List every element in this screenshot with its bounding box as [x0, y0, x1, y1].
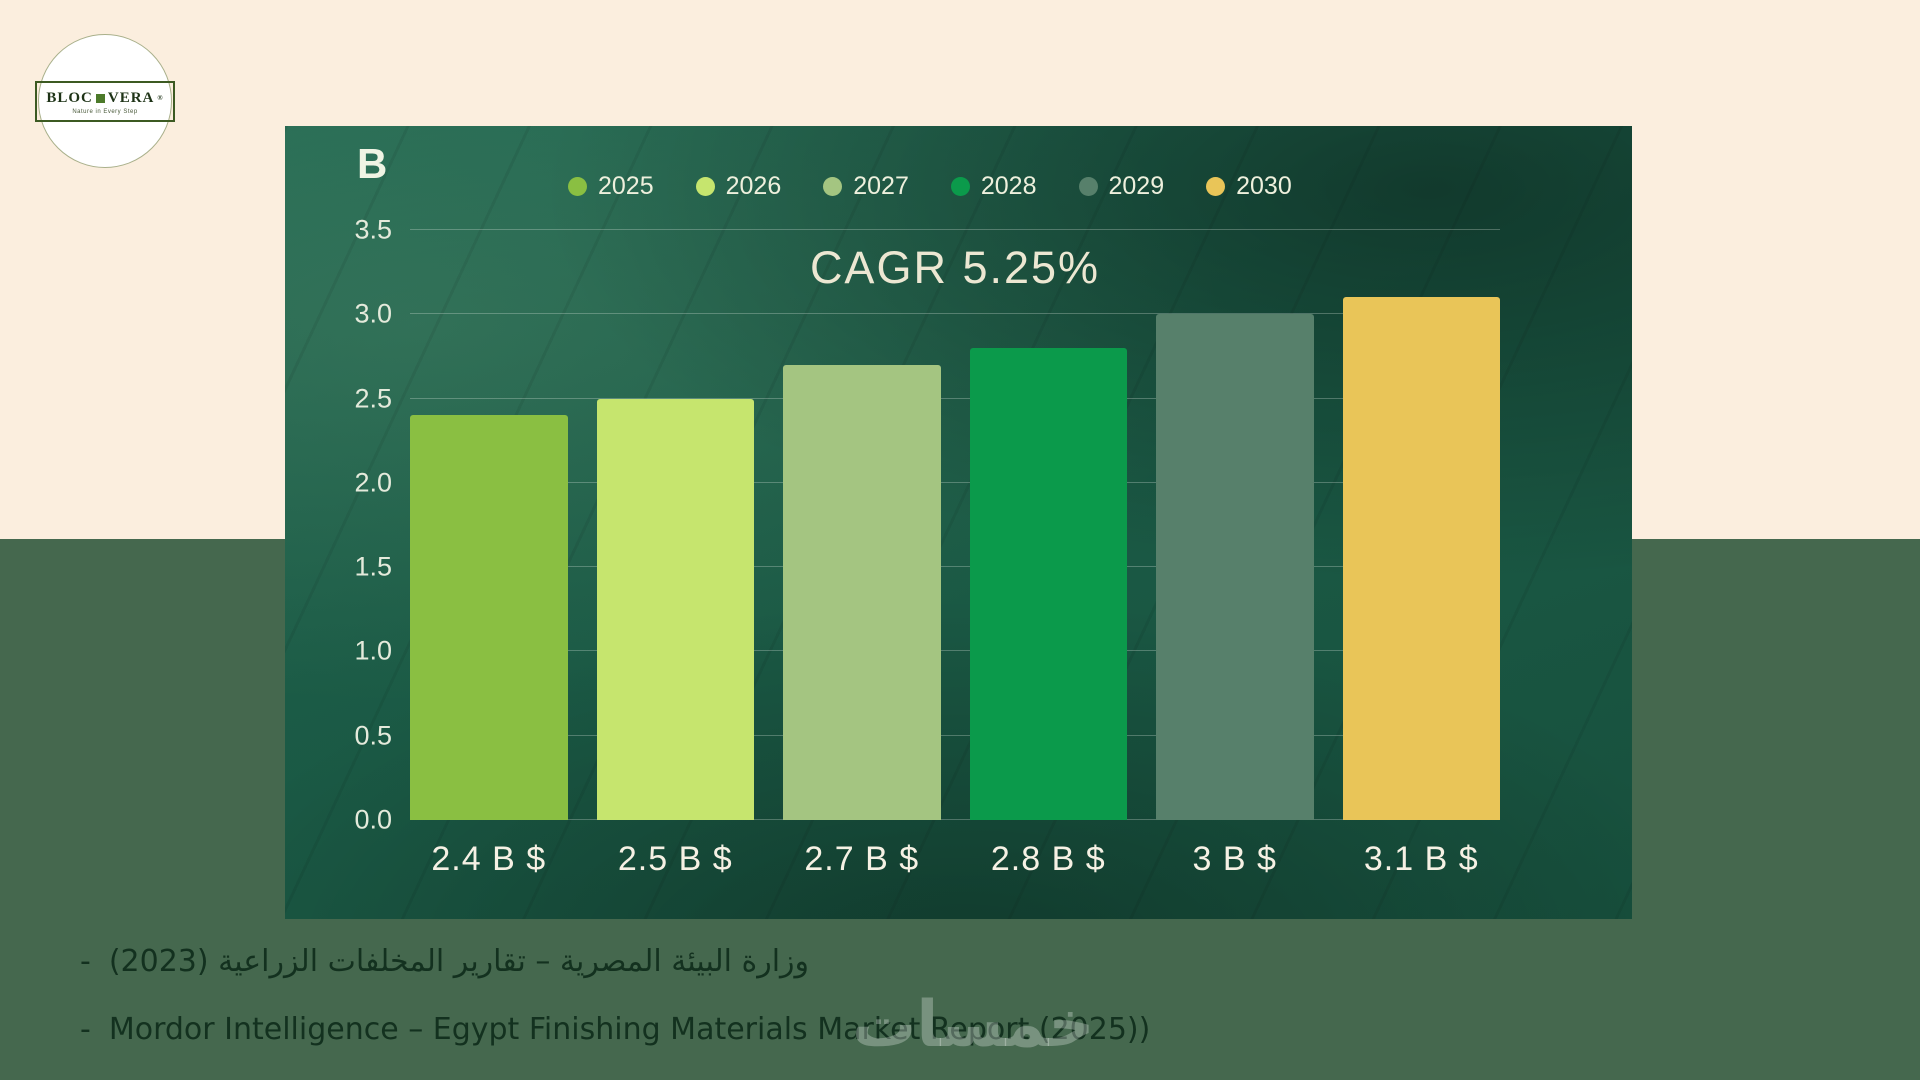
- y-axis-unit-label: B: [357, 140, 388, 187]
- bullet-dash: -: [80, 944, 91, 979]
- legend-item-2025: 2025: [568, 172, 654, 201]
- chart-bar-2027: [783, 364, 941, 820]
- gridline: [410, 397, 1500, 399]
- legend-label: 2026: [725, 172, 782, 200]
- legend-label: 2027: [853, 172, 909, 200]
- y-axis-tick: 1.5: [354, 551, 392, 582]
- legend-dot: [823, 177, 843, 196]
- source-line-1: - وزارة البيئة المصرية – تقارير المخلفات…: [80, 944, 809, 979]
- chart-bar-2026: [596, 398, 754, 820]
- gridline: [410, 819, 1500, 820]
- bar-value-label: 2.8 B $: [990, 840, 1106, 878]
- logo-brand-text: BLOC VERA ®: [46, 90, 163, 107]
- legend-item-2026: 2026: [695, 172, 782, 201]
- legend-dot: [1078, 177, 1098, 196]
- y-axis-tick: 0.0: [354, 804, 392, 835]
- bar-value-label: 2.4 B $: [431, 840, 547, 878]
- y-axis-tick: 3.5: [354, 214, 392, 245]
- y-axis-tick: 2.0: [354, 467, 392, 498]
- legend-dot: [1206, 177, 1226, 196]
- chart-panel: B 2025 2026 2027 2028 2029 2030 CAGR 5.25% 0.…: [285, 126, 1632, 919]
- logo-brand-left: BLOC: [46, 89, 93, 106]
- gridline: [410, 566, 1500, 568]
- chart-title: CAGR 5.25%: [809, 242, 1101, 293]
- chart-bar-2029: [1156, 314, 1314, 820]
- bar-value-label: 3 B $: [1192, 840, 1277, 878]
- logo-brand-right: VERA: [107, 89, 155, 106]
- chart-bar-2030: [1342, 297, 1500, 820]
- source-line-2: - Mordor Intelligence – Egypt Finishing …: [80, 1012, 1150, 1047]
- legend-dot: [568, 177, 587, 196]
- chart-bar-2025: [410, 415, 568, 820]
- gridline: [410, 650, 1500, 652]
- logo-frame: BLOC VERA ® Nature in Every Step: [35, 80, 175, 122]
- registered-trademark-icon: ®: [157, 94, 164, 102]
- legend-item-2027: 2027: [823, 172, 909, 201]
- legend-item-2030: 2030: [1206, 172, 1292, 201]
- legend-label: 2030: [1236, 172, 1292, 200]
- brand-logo: BLOC VERA ® Nature in Every Step: [35, 34, 175, 168]
- plot-area: 0.0 0.5 1.0 1.5 2.0 2.5 3.0 3.5 2.4 B $ 2.5 B $ 2.…: [354, 215, 1500, 878]
- y-axis-tick: 2.5: [354, 383, 392, 414]
- gridline: [410, 734, 1500, 736]
- chart-bar-2028: [969, 348, 1127, 820]
- legend-dot: [950, 177, 970, 196]
- legend-label: 2028: [980, 172, 1037, 200]
- y-axis-tick: 0.5: [354, 720, 392, 751]
- chart-legend: 2025 2026 2027 2028 2029 2030: [568, 172, 1292, 201]
- legend-item-2028: 2028: [950, 172, 1037, 201]
- legend-label: 2025: [598, 172, 654, 200]
- legend-label: 2029: [1108, 172, 1165, 200]
- gridline: [410, 481, 1500, 483]
- source-text-arabic: وزارة البيئة المصرية – تقارير المخلفات ا…: [108, 944, 810, 979]
- bar-value-label: 3.1 B $: [1363, 840, 1479, 878]
- gridline: [410, 229, 1500, 230]
- bar-value-label: 2.5 B $: [617, 840, 733, 878]
- logo-square-icon: [95, 93, 105, 103]
- y-axis-tick: 1.0: [354, 635, 392, 666]
- bullet-dash: -: [80, 1012, 91, 1047]
- y-axis-tick: 3.0: [354, 298, 392, 329]
- source-text-english: Mordor Intelligence – Egypt Finishing Ma…: [108, 1012, 1151, 1047]
- watermark: خمسات: [852, 988, 1095, 1062]
- legend-item-2029: 2029: [1078, 172, 1165, 201]
- bar-value-label: 2.7 B $: [804, 840, 920, 878]
- legend-dot: [695, 177, 715, 196]
- logo-tagline: Nature in Every Step: [72, 108, 138, 115]
- gridline: [410, 313, 1500, 315]
